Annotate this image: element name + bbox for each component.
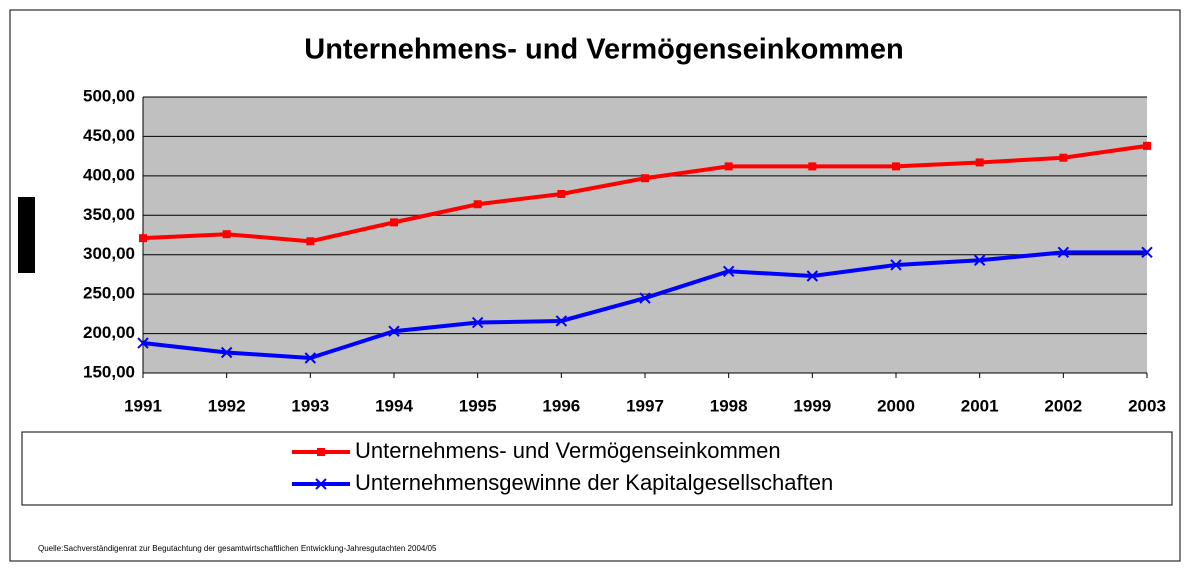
x-tick-label: 2001 [961, 396, 999, 415]
x-tick-label: 2003 [1128, 396, 1166, 415]
y-tick-label: 250,00 [83, 284, 135, 303]
legend-label: Unternehmensgewinne der Kapitalgesellsch… [355, 470, 833, 495]
x-tick-label: 1997 [626, 396, 664, 415]
legend-marker [317, 448, 325, 456]
point [890, 259, 902, 271]
point [304, 352, 317, 364]
point [137, 337, 149, 349]
point [724, 162, 733, 171]
point [473, 200, 482, 209]
chart-title: Unternehmens- und Vermögenseinkommen [304, 34, 903, 66]
point [973, 254, 986, 266]
x-tick-label: 2002 [1044, 396, 1082, 415]
point [220, 346, 233, 359]
point [1143, 141, 1151, 150]
source: Quelle:Sachverständigenrat zur Begutacht… [38, 544, 437, 553]
y-tick-label: 200,00 [83, 323, 135, 342]
x-tick-label: 1995 [459, 396, 497, 415]
x-tick-label: 2000 [877, 396, 915, 415]
legend-box [21, 431, 1173, 506]
point [1057, 246, 1070, 259]
point [306, 237, 315, 246]
point [557, 189, 566, 198]
point [641, 174, 649, 183]
point [808, 162, 817, 171]
y-tick-label: 150,00 [83, 362, 135, 381]
y-tick-label: 400,00 [83, 165, 135, 184]
x-tick-label: 1991 [124, 396, 162, 415]
legend-label: Unternehmens- und Vermögenseinkommen [355, 438, 781, 463]
x-tick-label: 1998 [710, 396, 748, 415]
point [555, 315, 568, 327]
x-tick-label: 1994 [375, 396, 413, 415]
point [975, 158, 984, 167]
x-tick-label: 1993 [291, 396, 329, 415]
point [1059, 153, 1068, 162]
point [806, 270, 819, 282]
x-tick-label: 1992 [208, 396, 246, 415]
point [892, 162, 900, 171]
y-tick-label: 500,00 [83, 86, 135, 105]
point [388, 325, 400, 337]
point [1141, 246, 1153, 259]
point [390, 218, 398, 227]
point [722, 265, 735, 277]
y-tick-label: 300,00 [83, 244, 135, 263]
legend-marker [315, 478, 327, 490]
y-tick-label: 350,00 [83, 205, 135, 224]
decoration [18, 197, 35, 273]
x-tick-label: 1996 [542, 396, 580, 415]
point [139, 234, 147, 243]
point [639, 292, 651, 304]
plot-area [143, 97, 1147, 373]
x-tick-label: 1999 [793, 396, 831, 415]
point [222, 230, 231, 239]
y-tick-label: 450,00 [83, 126, 135, 145]
point [471, 316, 484, 329]
